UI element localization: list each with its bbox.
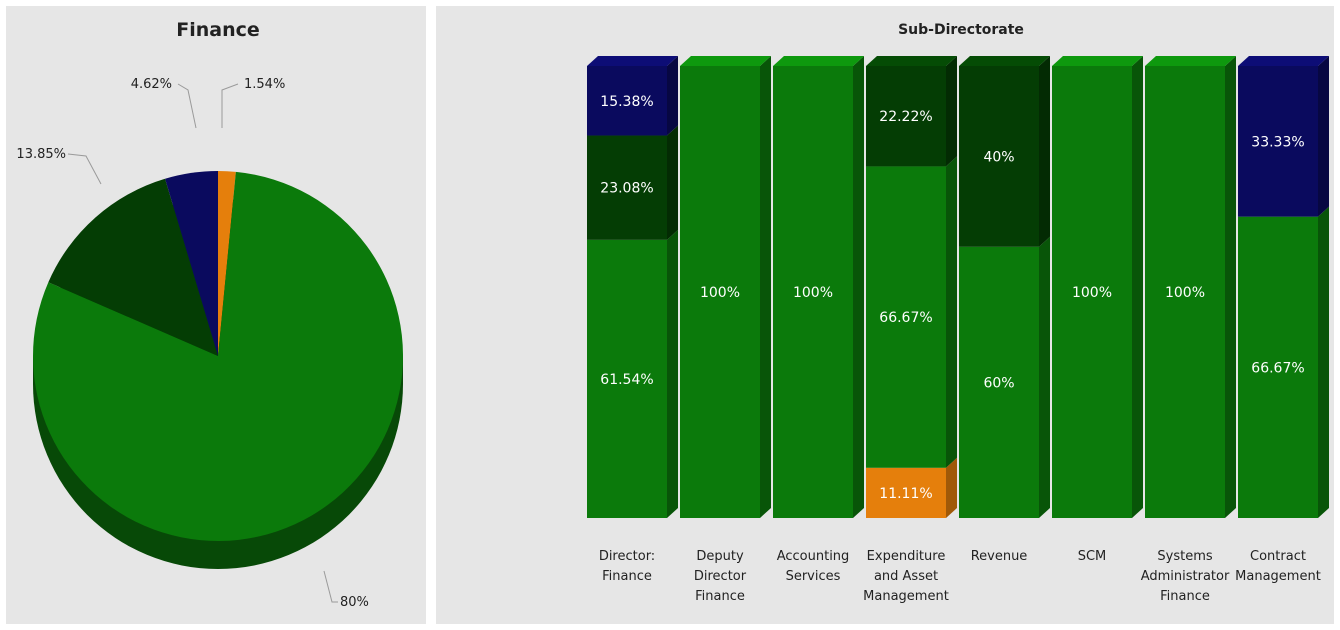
bar-segment-3-0 bbox=[866, 467, 946, 518]
pie-title: Finance bbox=[176, 19, 260, 41]
bar-segment-0-2 bbox=[587, 135, 667, 240]
pie-label-4-62: 4.62% bbox=[131, 77, 172, 92]
sub-directorate-bar-chart: Sub-Directorate 61.54% 23.08% 15.38% Direct… bbox=[587, 22, 1329, 604]
bar-side-5-1 bbox=[1132, 56, 1143, 518]
category-label-1: Deputy Director Finance bbox=[694, 549, 747, 604]
bar-side-3-2 bbox=[946, 56, 957, 167]
bar-value-label-5-1: 100% bbox=[1072, 285, 1112, 301]
pie-slice-4-62 bbox=[165, 171, 218, 356]
pie-label-1-54: 1.54% bbox=[244, 77, 285, 92]
bar-value-label-4-2: 40% bbox=[983, 149, 1014, 165]
bar-side-7-3 bbox=[1318, 56, 1329, 217]
finance-pie-chart: Finance 1.54% 4.62% 13.85% 80% bbox=[16, 19, 404, 610]
pie-leader-80 bbox=[323, 570, 338, 603]
bar-top-1 bbox=[680, 56, 771, 66]
bar-value-label-0-3: 15.38% bbox=[600, 94, 653, 110]
bar-segment-0-1 bbox=[587, 239, 667, 518]
category-label-0: Director: Finance bbox=[599, 549, 655, 584]
bar-segment-3-2 bbox=[866, 66, 946, 167]
pie-slice-80 bbox=[32, 171, 404, 541]
bar-top-7 bbox=[1238, 56, 1329, 66]
bar-segment-7-3 bbox=[1238, 66, 1318, 217]
bar-value-label-1-1: 100% bbox=[700, 285, 740, 301]
category-label-4: Revenue bbox=[971, 549, 1028, 564]
finance-pie-panel: Finance 1.54% 4.62% 13.85% 80% bbox=[6, 6, 426, 624]
bar-value-label-4-1: 60% bbox=[983, 375, 1014, 391]
pie-leader-1-54 bbox=[221, 83, 239, 128]
category-label-2: Accounting Services bbox=[777, 549, 850, 584]
category-label-6: Systems Administrator Finance bbox=[1141, 549, 1230, 604]
pie-slice-13-85 bbox=[48, 178, 219, 356]
bar-side-2-1 bbox=[853, 56, 864, 518]
bar-value-label-0-1: 61.54% bbox=[600, 372, 653, 388]
pie-leader-4-62 bbox=[177, 83, 197, 129]
bar-top-6 bbox=[1145, 56, 1236, 66]
bar-side-7-1 bbox=[1318, 206, 1329, 518]
bar-segment-3-1 bbox=[866, 166, 946, 468]
bar-side-3-1 bbox=[946, 156, 957, 468]
bar-chart-title: Sub-Directorate bbox=[898, 22, 1024, 38]
bar-side-3-0 bbox=[946, 457, 957, 518]
bar-segment-2-1 bbox=[773, 66, 853, 518]
bar-top-4 bbox=[959, 56, 1050, 66]
bar-segment-7-1 bbox=[1238, 216, 1318, 518]
bar-value-label-7-1: 66.67% bbox=[1251, 360, 1304, 376]
bar-value-label-6-1: 100% bbox=[1165, 285, 1205, 301]
bar-segment-4-1 bbox=[959, 246, 1039, 519]
bar-side-4-1 bbox=[1039, 236, 1050, 519]
bar-segment-0-3 bbox=[587, 66, 667, 136]
bar-value-label-0-2: 23.08% bbox=[600, 181, 653, 197]
bar-top-3 bbox=[866, 56, 957, 66]
bar-top-2 bbox=[773, 56, 864, 66]
category-label-3: Expenditure and Asset Management bbox=[863, 549, 949, 604]
bar-segment-4-2 bbox=[959, 66, 1039, 247]
bar-side-0-1 bbox=[667, 229, 678, 518]
bar-top-5 bbox=[1052, 56, 1143, 66]
bar-side-6-1 bbox=[1225, 56, 1236, 518]
bar-value-label-7-3: 33.33% bbox=[1251, 134, 1304, 150]
bar-segment-5-1 bbox=[1052, 66, 1132, 518]
sub-directorate-bar-panel: Sub-Directorate 61.54% 23.08% 15.38% Direct… bbox=[436, 6, 1334, 624]
pie-leader-13-85 bbox=[67, 153, 102, 185]
pie-label-80: 80% bbox=[340, 595, 369, 610]
bar-segment-6-1 bbox=[1145, 66, 1225, 518]
bar-value-label-3-2: 22.22% bbox=[879, 109, 932, 125]
bar-side-1-1 bbox=[760, 56, 771, 518]
bar-top-0 bbox=[587, 56, 678, 66]
bar-value-label-3-0: 11.11% bbox=[879, 486, 932, 502]
pie-label-13-85: 13.85% bbox=[16, 147, 66, 162]
bar-value-label-2-1: 100% bbox=[793, 285, 833, 301]
bar-side-4-2 bbox=[1039, 56, 1050, 247]
bar-side-0-3 bbox=[667, 56, 678, 136]
bar-side-0-2 bbox=[667, 125, 678, 240]
category-label-5: SCM bbox=[1078, 549, 1107, 564]
bar-value-label-3-1: 66.67% bbox=[879, 310, 932, 326]
bar-segment-1-1 bbox=[680, 66, 760, 518]
category-label-7: Contract Management bbox=[1235, 549, 1321, 584]
pie-slice-1-54 bbox=[218, 171, 236, 356]
